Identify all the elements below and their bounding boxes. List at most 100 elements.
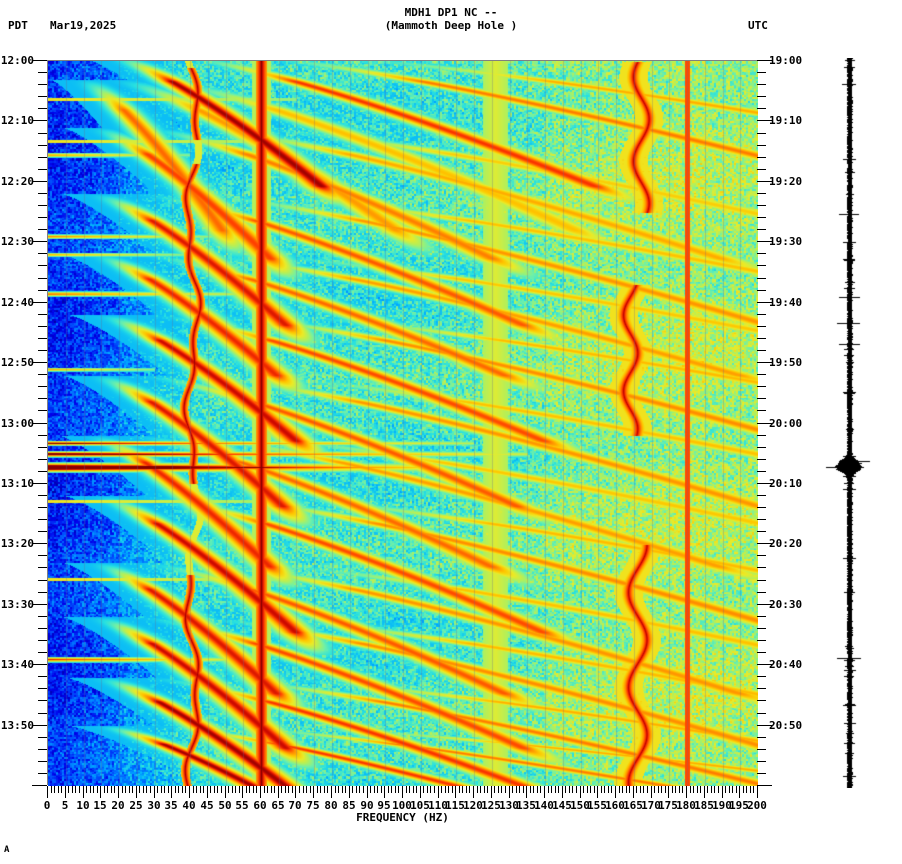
axis-tick (434, 786, 435, 793)
frequency-tick-label: 120 (463, 799, 483, 812)
axis-tick (38, 253, 47, 254)
axis-tick (406, 786, 407, 793)
axis-tick (466, 786, 467, 793)
time-tick-label-utc: 20:00 (769, 417, 803, 430)
axis-tick (38, 700, 47, 701)
axis-tick (448, 786, 449, 793)
axis-tick (757, 447, 766, 448)
axis-tick (757, 120, 772, 121)
axis-tick (757, 423, 772, 424)
axis-tick (544, 786, 545, 798)
frequency-tick-label: 195 (729, 799, 749, 812)
axis-tick (526, 786, 527, 798)
axis-tick (416, 786, 417, 793)
axis-tick (459, 786, 460, 793)
axis-tick (303, 786, 304, 793)
axis-tick (111, 786, 112, 793)
axis-tick (757, 567, 766, 568)
frequency-tick-label: 200 (747, 799, 767, 812)
axis-tick (352, 786, 353, 793)
axis-tick (498, 786, 499, 793)
frequency-tick-label: 0 (43, 799, 51, 812)
axis-tick (757, 459, 766, 460)
axis-tick (367, 786, 368, 798)
axis-tick (757, 761, 766, 762)
axis-tick (38, 72, 47, 73)
axis-tick (722, 786, 723, 798)
frequency-tick-label: 30 (147, 799, 161, 812)
axis-tick (757, 495, 766, 496)
axis-tick (757, 592, 766, 593)
time-tick-label-pdt: 13:10 (0, 477, 34, 490)
axis-tick (398, 786, 399, 793)
time-tick-label-pdt: 12:40 (0, 296, 34, 309)
spectrogram-plot[interactable] (47, 60, 758, 786)
axis-tick (38, 761, 47, 762)
axis-tick (757, 386, 766, 387)
frequency-tick-label: 180 (676, 799, 696, 812)
time-tick-label-utc: 19:00 (769, 54, 803, 67)
axis-tick (757, 338, 766, 339)
axis-tick (146, 786, 147, 793)
axis-tick (757, 410, 766, 411)
axis-tick (164, 786, 165, 793)
axis-tick (714, 786, 715, 793)
axis-tick (338, 786, 339, 793)
axis-tick (260, 786, 261, 798)
axis-tick (580, 786, 581, 798)
frequency-tick-label: 135 (516, 799, 536, 812)
axis-tick (281, 786, 282, 793)
axis-tick (72, 786, 73, 793)
axis-tick (38, 495, 47, 496)
frequency-tick-label: 155 (587, 799, 607, 812)
axis-tick (626, 786, 627, 793)
axis-tick (93, 786, 94, 793)
axis-tick (597, 786, 598, 798)
axis-tick (757, 326, 766, 327)
axis-tick (757, 217, 766, 218)
axis-tick (331, 786, 332, 798)
axis-tick (38, 640, 47, 641)
axis-tick (590, 786, 591, 793)
frequency-tick-label: 10 (76, 799, 90, 812)
axis-tick (757, 676, 766, 677)
axis-tick (757, 785, 772, 786)
axis-tick (516, 786, 517, 793)
axis-tick (193, 786, 194, 793)
axis-tick (132, 786, 133, 793)
axis-tick (757, 616, 766, 617)
axis-tick (757, 278, 766, 279)
axis-tick (757, 60, 772, 61)
axis-tick (757, 507, 766, 508)
axis-tick (587, 786, 588, 793)
axis-tick (38, 314, 47, 315)
frequency-tick-label: 90 (360, 799, 374, 812)
axis-tick (83, 786, 84, 798)
axis-tick (161, 786, 162, 793)
axis-tick (562, 786, 563, 798)
axis-tick (757, 302, 772, 303)
axis-tick (235, 786, 236, 793)
axis-tick (38, 555, 47, 556)
axis-tick (391, 786, 392, 793)
axis-tick (32, 181, 47, 182)
helicorder-canvas (820, 58, 880, 788)
axis-tick (757, 290, 766, 291)
axis-tick (487, 786, 488, 793)
axis-tick (494, 786, 495, 793)
axis-tick (38, 229, 47, 230)
axis-tick (196, 786, 197, 793)
axis-tick (38, 133, 47, 134)
axis-tick (228, 786, 229, 793)
frequency-tick-label: 95 (377, 799, 391, 812)
axis-tick (178, 786, 179, 793)
axis-tick (757, 205, 766, 206)
axis-tick (38, 338, 47, 339)
axis-tick (501, 786, 502, 793)
axis-tick (38, 580, 47, 581)
axis-tick (395, 786, 396, 793)
axis-tick (32, 725, 47, 726)
axis-tick (278, 786, 279, 798)
axis-tick (757, 350, 766, 351)
axis-tick (477, 786, 478, 793)
